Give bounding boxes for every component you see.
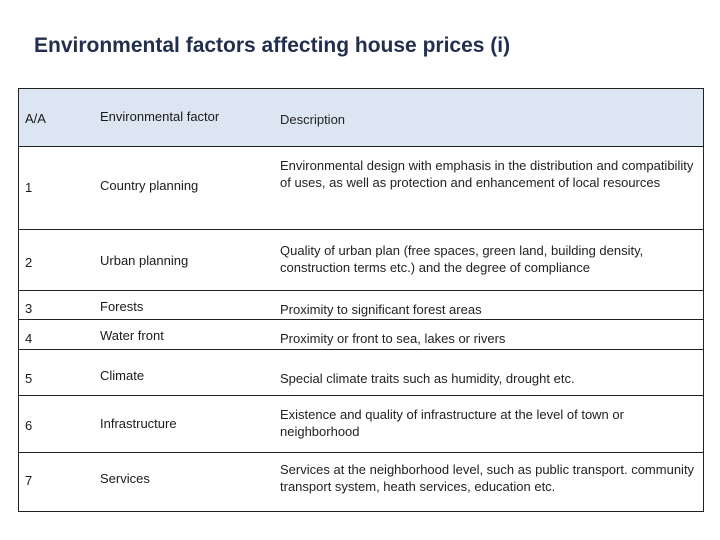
row-factor: Forests bbox=[100, 299, 144, 314]
row-divider bbox=[19, 395, 703, 396]
row-divider bbox=[19, 452, 703, 453]
row-divider bbox=[19, 146, 703, 147]
row-factor: Urban planning bbox=[100, 253, 189, 268]
table-header bbox=[19, 89, 703, 146]
row-divider bbox=[19, 290, 703, 291]
row-number: 7 bbox=[25, 473, 33, 488]
row-factor: Country planning bbox=[100, 178, 199, 193]
row-description: Special climate traits such as humidity,… bbox=[280, 371, 575, 386]
row-description: Proximity or front to sea, lakes or rive… bbox=[280, 331, 506, 346]
row-factor: Water front bbox=[100, 328, 164, 343]
row-number: 5 bbox=[25, 371, 33, 386]
factors-table: A/A Environmental factor Description 1 C… bbox=[18, 88, 704, 512]
row-factor: Services bbox=[100, 471, 150, 486]
row-description: Quality of urban plan (free spaces, gree… bbox=[280, 243, 644, 275]
row-description: Existence and quality of infrastructure … bbox=[280, 407, 624, 439]
row-number: 4 bbox=[25, 331, 33, 346]
row-divider bbox=[19, 349, 703, 350]
page-title: Environmental factors affecting house pr… bbox=[34, 34, 511, 57]
row-number: 1 bbox=[25, 180, 33, 195]
row-factor: Infrastructure bbox=[100, 416, 177, 431]
header-description: Description bbox=[280, 112, 346, 127]
row-description: Environmental design with emphasis in th… bbox=[280, 158, 694, 190]
row-number: 6 bbox=[25, 418, 33, 433]
header-factor: Environmental factor bbox=[100, 109, 220, 124]
row-number: 2 bbox=[25, 255, 33, 270]
row-divider bbox=[19, 229, 703, 230]
header-aa: A/A bbox=[25, 111, 46, 126]
row-factor: Climate bbox=[100, 368, 145, 383]
row-description: Services at the neighborhood level, such… bbox=[280, 462, 695, 494]
row-divider bbox=[19, 319, 703, 320]
row-number: 3 bbox=[25, 301, 33, 316]
row-description: Proximity to significant forest areas bbox=[280, 302, 482, 317]
